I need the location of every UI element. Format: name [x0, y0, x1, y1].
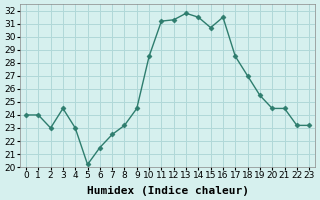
X-axis label: Humidex (Indice chaleur): Humidex (Indice chaleur)	[87, 186, 249, 196]
